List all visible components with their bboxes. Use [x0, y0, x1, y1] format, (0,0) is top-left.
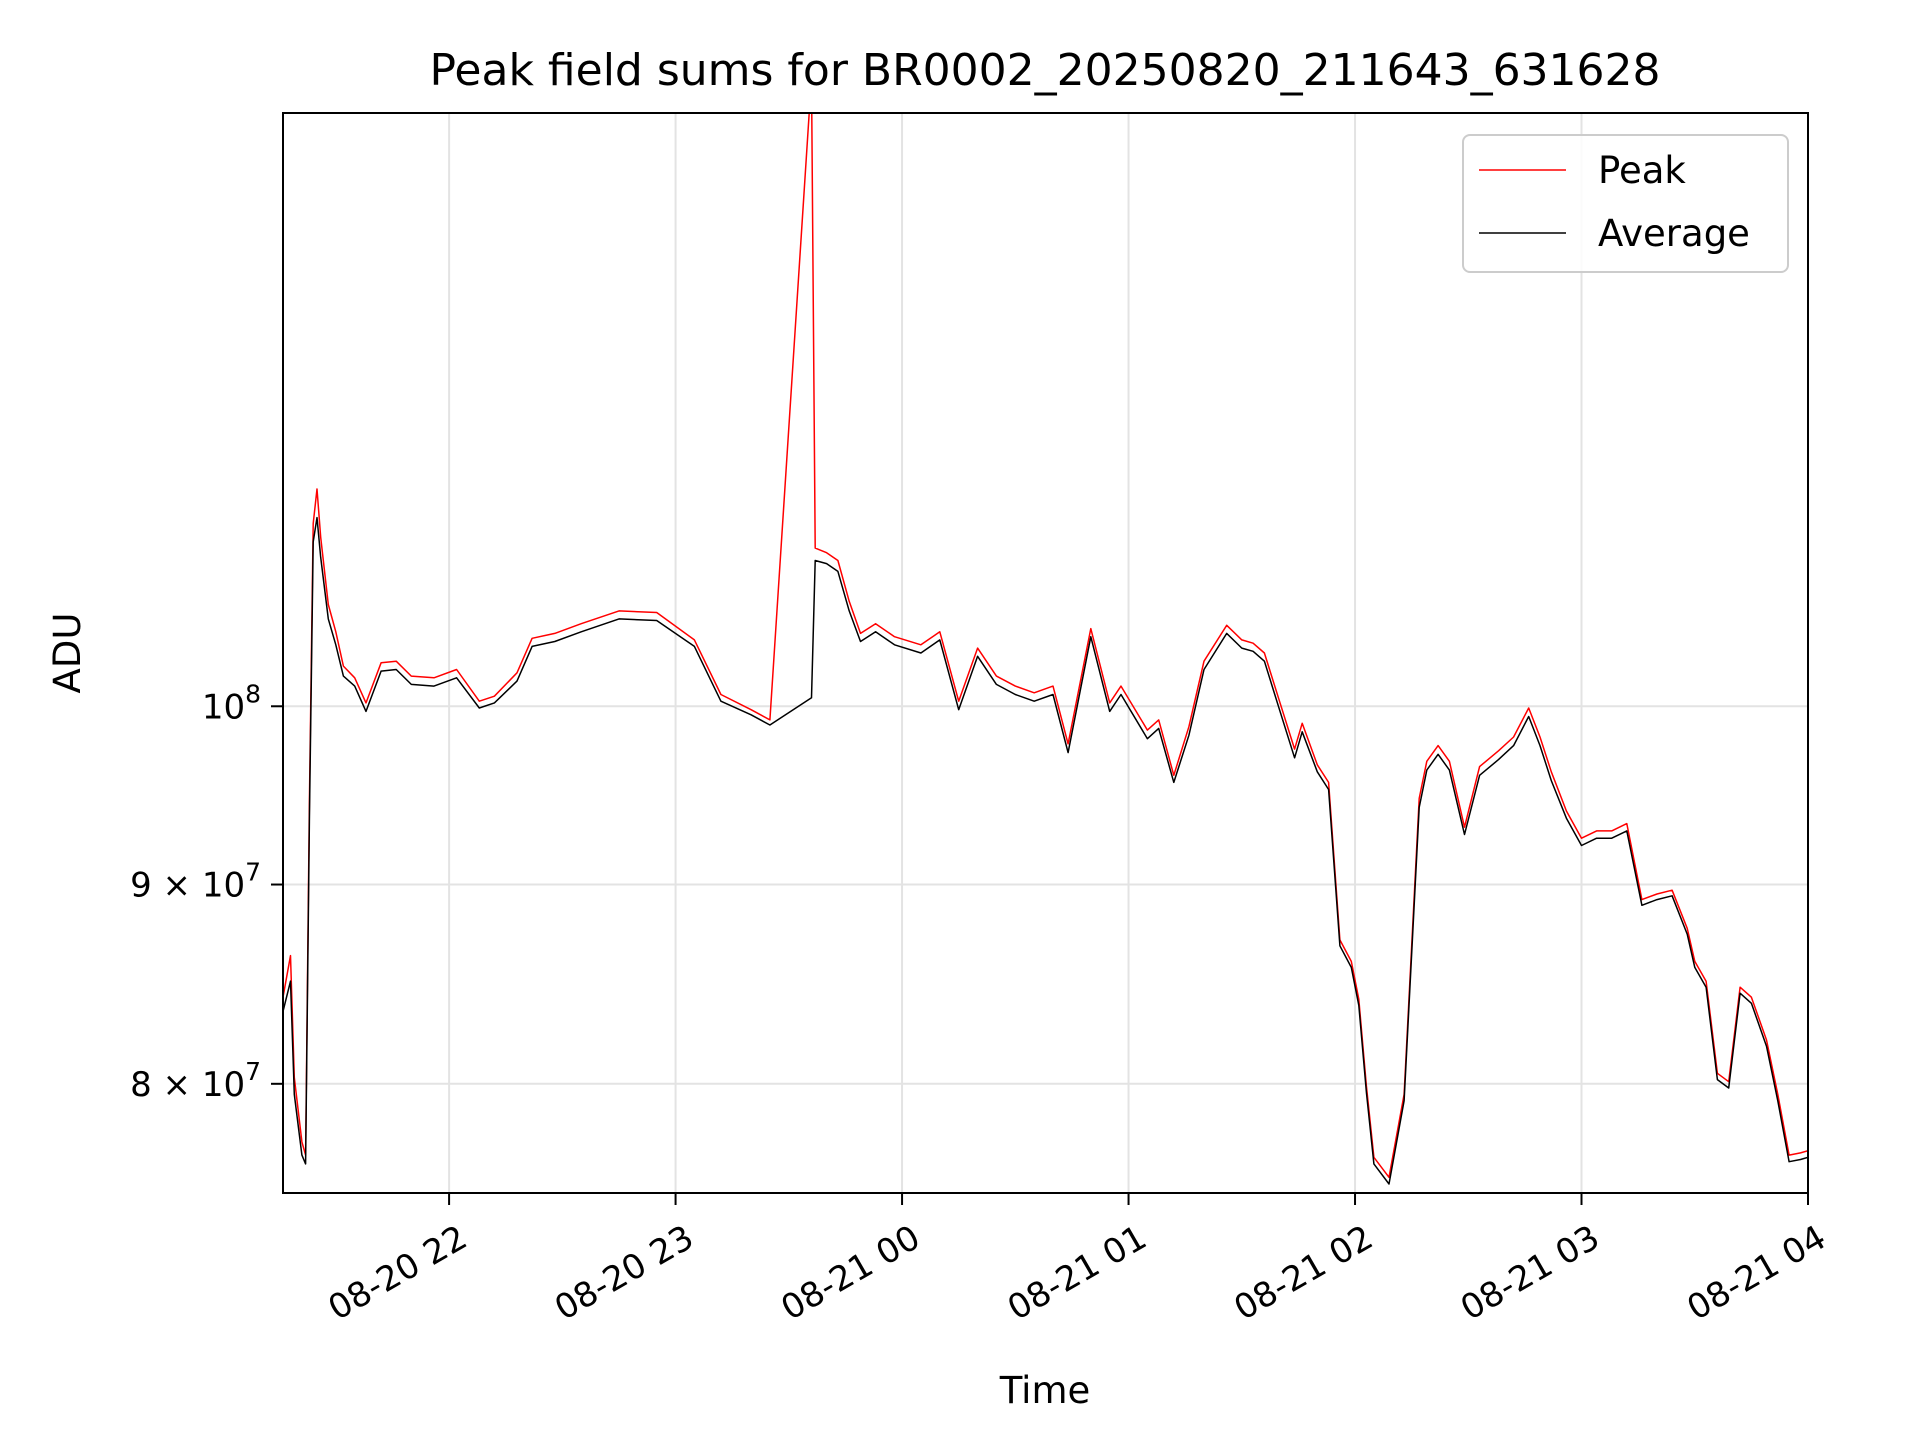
- chart-title: Peak field sums for BR0002_20250820_2116…: [429, 45, 1660, 96]
- y-axis: 8 × 107 9 × 107 108: [130, 679, 283, 1105]
- plot-area: [283, 113, 1808, 1185]
- legend-label-average: Average: [1598, 212, 1750, 255]
- legend-label-peak: Peak: [1598, 149, 1686, 192]
- y-tick-label: 9 × 107: [130, 858, 261, 906]
- y-tick-label: 108: [202, 679, 261, 727]
- legend: Peak Average: [1462, 134, 1789, 273]
- plot-frame: [282, 112, 1809, 1194]
- y-tick-label: 8 × 107: [130, 1057, 261, 1105]
- y-axis-label: ADU: [46, 613, 89, 694]
- x-axis-label: Time: [999, 1369, 1091, 1412]
- series-line-average: [283, 516, 1808, 1185]
- series-line-peak: [283, 113, 1808, 1179]
